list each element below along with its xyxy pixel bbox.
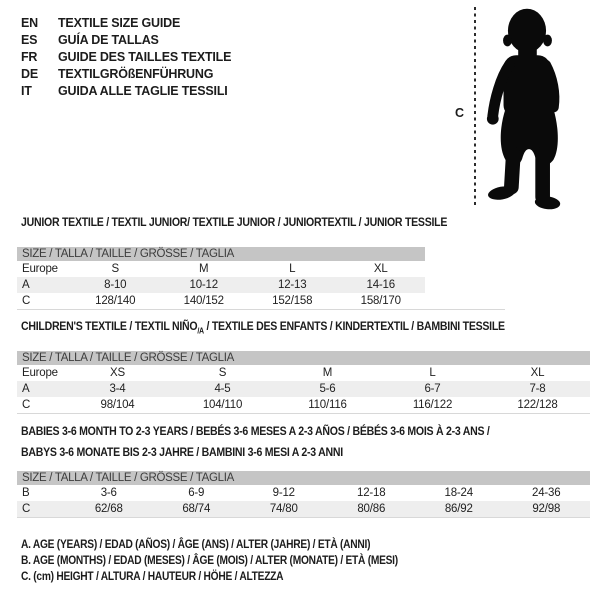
language-code: ES bbox=[21, 33, 38, 47]
row-label-cell: C bbox=[22, 399, 31, 412]
junior-size-table: Europe S M L XL A 8-10 10-12 12-13 14-16… bbox=[17, 261, 506, 311]
children-size-table: Europe XS S M L XL A 3-4 4-5 5-6 6-7 7-8… bbox=[17, 365, 590, 415]
table-cell: 116/122 bbox=[412, 399, 453, 412]
table-cell: 158/170 bbox=[360, 295, 401, 308]
table-cell: 74/80 bbox=[269, 503, 298, 516]
table-cell: L bbox=[289, 263, 296, 276]
table-row: B 3-6 6-9 9-12 12-18 18-24 24-36 bbox=[17, 485, 590, 501]
language-row-fr: FR GUIDE DES TAILLES TEXTILE bbox=[21, 49, 231, 66]
size-header-bar: SIZE / TALLA / TAILLE / GRÖSSE / TAGLIA bbox=[17, 247, 425, 262]
language-label: TEXTILGRÖßENFÜHRUNG bbox=[58, 67, 214, 81]
table-row: Europe S M L XL bbox=[17, 261, 425, 277]
table-cell: 3-6 bbox=[100, 487, 117, 500]
table-row: C 62/68 68/74 74/80 80/86 86/92 92/98 bbox=[17, 501, 590, 518]
row-label-cell: C bbox=[22, 295, 31, 308]
table-row: C 128/140 140/152 152/158 158/170 bbox=[17, 293, 425, 309]
legend-line-b: B. AGE (MONTHS) / EDAD (MESES) / ÂGE (MO… bbox=[21, 553, 398, 567]
section-title-text: CHILDREN'S TEXTILE / TEXTIL NIÑO bbox=[21, 319, 198, 333]
table-cell: 7-8 bbox=[529, 383, 546, 396]
table-cell: 122/128 bbox=[517, 399, 558, 412]
measurement-legend: A. AGE (YEARS) / EDAD (AÑOS) / ÂGE (ANS)… bbox=[21, 536, 464, 584]
table-cell: 110/116 bbox=[308, 399, 347, 412]
row-label-cell: C bbox=[22, 503, 31, 516]
language-code: EN bbox=[21, 16, 38, 30]
table-cell: 9-12 bbox=[272, 487, 295, 500]
language-code: FR bbox=[21, 50, 38, 64]
table-cell: 12-13 bbox=[278, 279, 307, 292]
table-cell: L bbox=[429, 367, 436, 380]
table-cell: 98/104 bbox=[100, 399, 135, 412]
table-cell: 80/86 bbox=[357, 503, 386, 516]
table-cell: 128/140 bbox=[95, 295, 136, 308]
junior-textile-section: JUNIOR TEXTILE / TEXTIL JUNIOR/ TEXTILE … bbox=[17, 214, 506, 311]
table-cell: 4-5 bbox=[214, 383, 231, 396]
legend-line-a: A. AGE (YEARS) / EDAD (AÑOS) / ÂGE (ANS)… bbox=[21, 537, 371, 551]
table-cell: M bbox=[199, 263, 209, 276]
language-label: TEXTILE SIZE GUIDE bbox=[58, 16, 181, 30]
section-title-text: / TEXTILE DES ENFANTS / KINDERTEXTIL / B… bbox=[203, 319, 506, 333]
row-label-cell: Europe bbox=[22, 367, 58, 380]
language-label: GUÍA DE TALLAS bbox=[58, 33, 159, 47]
table-cell: 62/68 bbox=[94, 503, 123, 516]
section-title: JUNIOR TEXTILE / TEXTIL JUNIOR/ TEXTILE … bbox=[21, 214, 447, 235]
section-title: BABIES 3-6 MONTH TO 2-3 YEARS / BEBÉS 3-… bbox=[21, 423, 522, 460]
table-cell: XL bbox=[373, 263, 388, 276]
table-cell: 12-18 bbox=[357, 487, 386, 500]
table-cell: 3-4 bbox=[109, 383, 126, 396]
table-row: A 8-10 10-12 12-13 14-16 bbox=[17, 277, 425, 294]
row-label-cell: A bbox=[22, 383, 30, 396]
language-code: IT bbox=[21, 84, 32, 98]
table-cell: XS bbox=[110, 367, 125, 380]
language-guide-list: EN TEXTILE SIZE GUIDE ES GUÍA DE TALLAS … bbox=[21, 15, 231, 100]
language-row-es: ES GUÍA DE TALLAS bbox=[21, 32, 231, 49]
table-cell: 18-24 bbox=[444, 487, 474, 500]
table-cell: M bbox=[322, 367, 333, 380]
row-label-cell: B bbox=[22, 487, 30, 500]
table-cell: 92/98 bbox=[532, 503, 561, 516]
language-row-de: DE TEXTILGRÖßENFÜHRUNG bbox=[21, 66, 231, 83]
legend-line-c: C. (cm) HEIGHT / ALTURA / HAUTEUR / HÖHE… bbox=[21, 569, 284, 583]
size-header-bar: SIZE / TALLA / TAILLE / GRÖSSE / TAGLIA bbox=[17, 471, 590, 486]
table-cell: 6-7 bbox=[424, 383, 441, 396]
table-cell: 10-12 bbox=[189, 279, 219, 292]
section-title-sub: /A bbox=[197, 326, 204, 336]
table-cell: 104/110 bbox=[202, 399, 243, 412]
language-label: GUIDA ALLE TAGLIE TESSILI bbox=[58, 84, 228, 98]
table-cell: 24-36 bbox=[532, 487, 561, 500]
language-row-it: IT GUIDA ALLE TAGLIE TESSILI bbox=[21, 83, 231, 100]
babies-size-table: B 3-6 6-9 9-12 12-18 18-24 24-36 C 62/68… bbox=[17, 485, 590, 519]
table-cell: 152/158 bbox=[272, 295, 313, 308]
table-row: C 98/104 104/110 110/116 116/122 122/128 bbox=[17, 397, 590, 413]
row-label-cell: A bbox=[22, 279, 30, 292]
table-row: A 3-4 4-5 5-6 6-7 7-8 bbox=[17, 381, 590, 398]
table-cell: 86/92 bbox=[444, 503, 473, 516]
section-title-line2: BABYS 3-6 MONATE BIS 2-3 JAHRE / BAMBINI… bbox=[21, 445, 343, 460]
table-cell: 6-9 bbox=[188, 487, 205, 500]
table-cell: 68/74 bbox=[182, 503, 211, 516]
height-measure-label: C bbox=[455, 106, 465, 120]
section-title-text: BABIES 3-6 MONTH TO 2-3 YEARS / BEBÉS 3-… bbox=[21, 424, 490, 438]
language-code: DE bbox=[21, 67, 38, 81]
height-measure-dashed-line bbox=[474, 7, 476, 208]
table-cell: S bbox=[218, 367, 227, 380]
language-label: GUIDE DES TAILLES TEXTILE bbox=[58, 50, 232, 64]
row-label-cell: Europe bbox=[22, 263, 58, 276]
table-cell: 140/152 bbox=[183, 295, 224, 308]
section-title-text: JUNIOR TEXTILE / TEXTIL JUNIOR/ TEXTILE … bbox=[21, 215, 448, 229]
table-cell: S bbox=[111, 263, 120, 276]
table-cell: XL bbox=[530, 367, 545, 380]
size-header-bar: SIZE / TALLA / TAILLE / GRÖSSE / TAGLIA bbox=[17, 351, 590, 366]
babies-textile-section: BABIES 3-6 MONTH TO 2-3 YEARS / BEBÉS 3-… bbox=[17, 423, 590, 519]
language-row-en: EN TEXTILE SIZE GUIDE bbox=[21, 15, 231, 32]
baby-silhouette-icon bbox=[486, 8, 561, 210]
section-title: CHILDREN'S TEXTILE / TEXTIL NIÑO/A / TEX… bbox=[21, 318, 522, 339]
table-cell: 8-10 bbox=[104, 279, 127, 292]
table-row: Europe XS S M L XL bbox=[17, 365, 590, 381]
table-cell: 5-6 bbox=[319, 383, 336, 396]
children-textile-section: CHILDREN'S TEXTILE / TEXTIL NIÑO/A / TEX… bbox=[17, 318, 590, 415]
table-cell: 14-16 bbox=[366, 279, 396, 292]
